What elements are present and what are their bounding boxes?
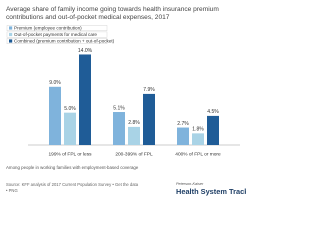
- legend-swatch: [9, 32, 13, 37]
- value-label: 2.7%: [177, 121, 189, 127]
- value-label: 4.5%: [207, 109, 219, 115]
- legend-label: Combined (premium contribution + out-of-…: [14, 38, 115, 43]
- legend-label: Premium (employee contribution): [14, 25, 82, 30]
- note: Among people in working families with em…: [6, 165, 139, 170]
- logo-main: Health System Tracker: [176, 187, 246, 196]
- x-tick-label: 200-399% of FPL: [115, 151, 153, 157]
- value-label: 14.0%: [78, 48, 93, 54]
- value-label: 9.0%: [49, 80, 61, 86]
- bar: [128, 126, 140, 145]
- legend-box: [6, 38, 108, 45]
- value-label: 2.8%: [128, 120, 140, 126]
- bar: [143, 93, 155, 145]
- value-label: 5.0%: [64, 106, 76, 112]
- legend-swatch: [9, 26, 13, 30]
- value-label: 5.1%: [113, 105, 125, 111]
- bar: [192, 133, 204, 145]
- legend-box: [6, 31, 108, 38]
- chart-title-line-2: contributions and out-of-pocket medical …: [6, 14, 170, 21]
- legend-swatch: [9, 39, 13, 43]
- bar: [79, 54, 91, 145]
- x-tick-label: 199% of FPL or less: [48, 151, 92, 157]
- bar: [49, 86, 61, 145]
- value-label: 1.8%: [192, 127, 204, 133]
- chart: Average share of family income going tow…: [6, 6, 246, 196]
- value-label: 7.9%: [143, 87, 155, 93]
- bar: [113, 112, 125, 145]
- source-line-2: • PNG: [6, 188, 18, 193]
- legend-label: Out-of-pocket payments for medical care: [14, 32, 97, 37]
- chart-title-line-1: Average share of family income going tow…: [6, 6, 219, 13]
- legend-box: [6, 25, 108, 31]
- logo-top: Peterson-Kaiser: [176, 182, 204, 186]
- legend: Premium (employee contribution) Out-of-po…: [6, 25, 115, 45]
- bar: [64, 112, 76, 145]
- bar: [177, 127, 189, 145]
- bar: [207, 115, 219, 145]
- source-line-1: Source: KFF analysis of 2017 Current Pop…: [6, 182, 139, 187]
- x-tick-label: 400% of FPL or more: [175, 151, 221, 157]
